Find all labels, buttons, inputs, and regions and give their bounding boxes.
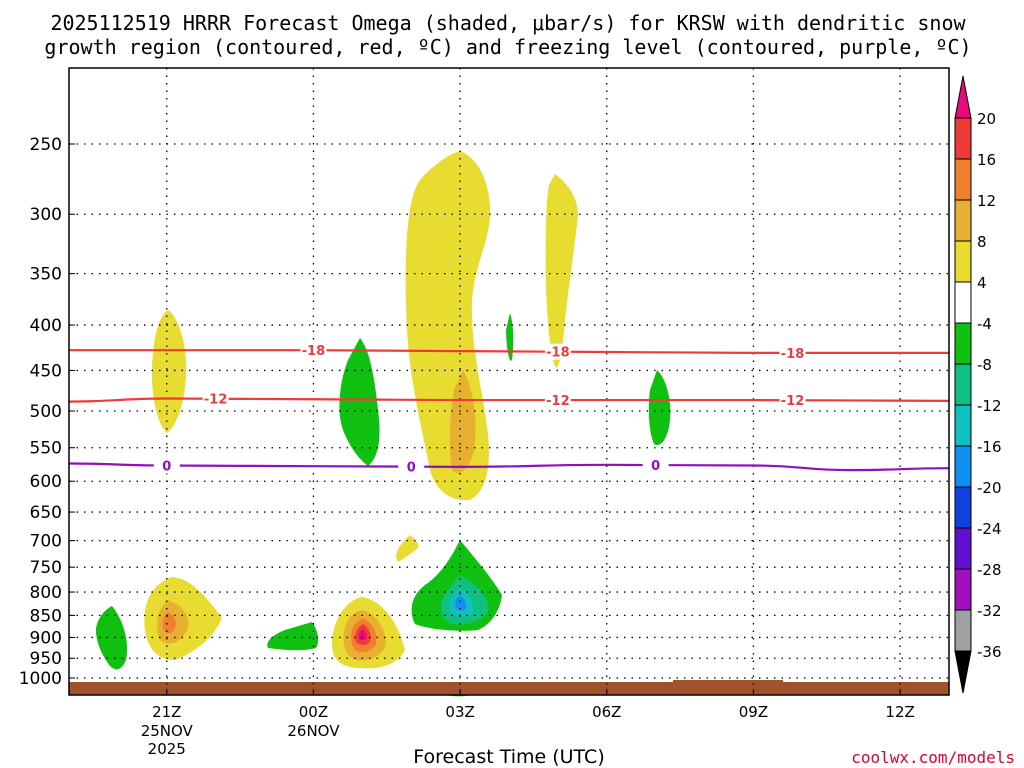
colorbar-label-5: -4 bbox=[977, 315, 992, 333]
colorbar-segment-2 bbox=[954, 199, 972, 242]
colorbar-label-13: -36 bbox=[977, 643, 1002, 661]
contour-freezing-level bbox=[68, 462, 950, 472]
x-tick-date-00Z: 26NOV bbox=[287, 722, 340, 740]
colorbar-label-8: -16 bbox=[977, 438, 1002, 456]
contour-label-dendritic-top-1: -18 bbox=[546, 346, 570, 361]
plot-area bbox=[69, 68, 949, 695]
omega-positive-region bbox=[358, 629, 367, 641]
x-tick-label-12Z: 12Z bbox=[885, 703, 914, 721]
contour-label-dendritic-top-0: -18 bbox=[302, 344, 326, 359]
omega-negative-region bbox=[506, 313, 514, 361]
x-tick-label-03Z: 03Z bbox=[445, 703, 474, 721]
y-tick-label-900: 900 bbox=[30, 628, 62, 648]
chart-title-line1: 2025112519 HRRR Forecast Omega (shaded, … bbox=[50, 11, 966, 35]
x-tick-label-21Z: 21Z bbox=[152, 703, 181, 721]
temperature-contours: -18 -18 -18 -12 -12 -12 0 0 0 bbox=[68, 342, 950, 476]
colorbar-label-0: 20 bbox=[977, 110, 996, 128]
colorbar-segment-10 bbox=[954, 527, 972, 570]
contour-label-freezing-level-0: 0 bbox=[162, 460, 171, 475]
y-tick-label-750: 750 bbox=[30, 558, 62, 578]
colorbar-segment-3 bbox=[954, 240, 972, 283]
colorbar-segment-0 bbox=[954, 117, 972, 160]
colorbar-label-12: -32 bbox=[977, 602, 1002, 620]
omega-positive-region bbox=[162, 612, 176, 634]
contour-label-freezing-level-1: 0 bbox=[407, 461, 416, 476]
contour-label-dendritic-top-2: -18 bbox=[781, 347, 805, 362]
colorbar-label-9: -20 bbox=[977, 479, 1002, 497]
contour-label-freezing-level-2: 0 bbox=[651, 459, 660, 474]
omega-negative-region bbox=[648, 370, 671, 445]
colorbar-top-arrow bbox=[954, 75, 972, 119]
y-tick-label-550: 550 bbox=[30, 439, 62, 459]
colorbar-label-11: -28 bbox=[977, 561, 1002, 579]
colorbar-segment-9 bbox=[954, 486, 972, 529]
omega-negative-region bbox=[95, 606, 128, 670]
y-tick-label-950: 950 bbox=[30, 649, 62, 669]
colorbar-segment-7 bbox=[954, 404, 972, 447]
omega-positive-region bbox=[545, 174, 578, 368]
contour-dendritic-bottom bbox=[68, 397, 950, 403]
colorbar-segment-8 bbox=[954, 445, 972, 488]
contour-label-bg bbox=[544, 392, 571, 409]
colorbar: 20 16 12 8 4 -4 -8 -12 -16 -20 -24 -28 -32 -36 bbox=[954, 75, 1002, 694]
colorbar-bottom-arrow bbox=[954, 650, 972, 694]
colorbar-label-1: 16 bbox=[977, 151, 996, 169]
x-axis-label: Forecast Time (UTC) bbox=[413, 746, 604, 768]
contour-label-dendritic-bottom-0: -12 bbox=[204, 393, 228, 408]
y-tick-label-1000: 1000 bbox=[19, 669, 62, 689]
contour-label-dendritic-bottom-1: -12 bbox=[546, 394, 570, 409]
y-tick-label-800: 800 bbox=[30, 583, 62, 603]
y-tick-label-300: 300 bbox=[30, 205, 62, 225]
contour-label-dendritic-bottom-2: -12 bbox=[781, 394, 805, 409]
contour-label-bg bbox=[544, 343, 571, 360]
omega-positive-region bbox=[449, 370, 476, 474]
omega-negative-region bbox=[455, 596, 467, 611]
credit-text: coolwx.com/models bbox=[851, 748, 1015, 767]
y-tick-label-650: 650 bbox=[30, 503, 62, 523]
colorbar-segment-11 bbox=[954, 568, 972, 611]
x-tick-date-21Z: 25NOV bbox=[141, 722, 194, 740]
colorbar-label-2: 12 bbox=[977, 192, 996, 210]
contour-label-bg bbox=[779, 392, 806, 409]
colorbar-segment-5 bbox=[954, 322, 972, 365]
colorbar-label-7: -12 bbox=[977, 397, 1002, 415]
x-tick-label-06Z: 06Z bbox=[592, 703, 621, 721]
y-tick-label-500: 500 bbox=[30, 402, 62, 422]
colorbar-segment-1 bbox=[954, 158, 972, 201]
y-tick-label-700: 700 bbox=[30, 532, 62, 552]
pressure-axis: 2503003504004505005506006507007508008509… bbox=[19, 135, 75, 689]
colorbar-label-6: -8 bbox=[977, 356, 992, 374]
chart-title-line2: growth region (contoured, red, ºC) and f… bbox=[44, 35, 971, 59]
y-tick-label-250: 250 bbox=[30, 135, 62, 155]
contour-label-bg bbox=[153, 457, 180, 474]
colorbar-label-3: 8 bbox=[977, 233, 987, 251]
plot-frame bbox=[68, 67, 950, 696]
contour-label-bg bbox=[642, 457, 669, 474]
omega-positive-region bbox=[152, 310, 187, 433]
contour-label-bg bbox=[398, 458, 425, 475]
x-tick-label-09Z: 09Z bbox=[739, 703, 768, 721]
omega-negative-region bbox=[267, 622, 319, 651]
y-tick-label-450: 450 bbox=[30, 361, 62, 381]
colorbar-segment-6 bbox=[954, 363, 972, 406]
y-tick-label-350: 350 bbox=[30, 265, 62, 285]
y-tick-label-400: 400 bbox=[30, 316, 62, 336]
colorbar-label-10: -24 bbox=[977, 520, 1002, 538]
ground-terrain bbox=[69, 680, 949, 695]
contour-label-bg bbox=[300, 342, 327, 359]
x-tick-label-00Z: 00Z bbox=[299, 703, 328, 721]
y-tick-label-850: 850 bbox=[30, 606, 62, 626]
colorbar-segment-12 bbox=[954, 609, 972, 652]
contour-label-bg bbox=[779, 344, 806, 361]
contour-label-bg bbox=[202, 390, 229, 407]
colorbar-label-4: 4 bbox=[977, 274, 987, 292]
omega-positive-region bbox=[396, 535, 419, 562]
colorbar-segment-4 bbox=[954, 281, 972, 324]
y-tick-label-600: 600 bbox=[30, 472, 62, 492]
x-tick-year-21Z: 2025 bbox=[148, 740, 186, 758]
